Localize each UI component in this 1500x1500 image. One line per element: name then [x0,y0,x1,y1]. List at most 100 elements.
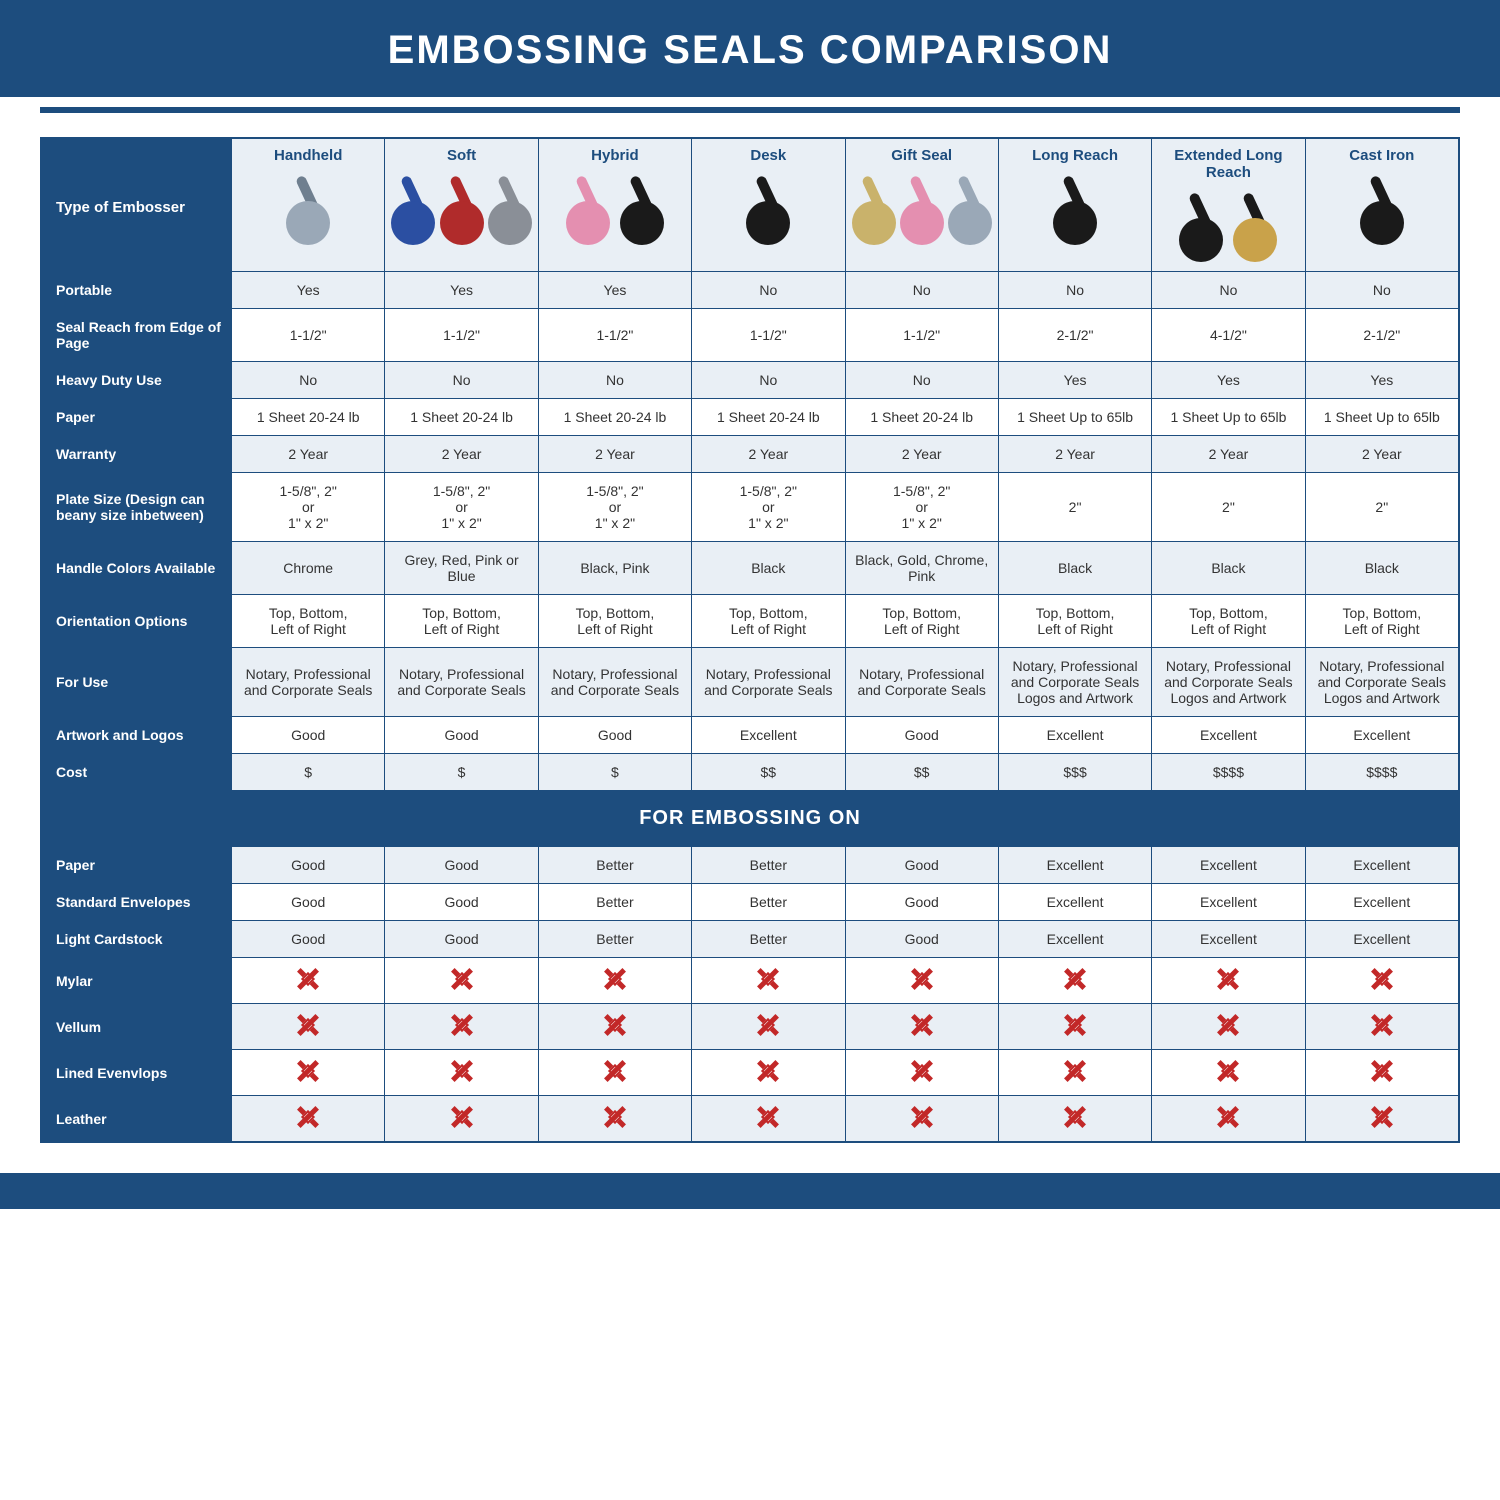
comparison-table-wrap: Type of EmbosserHandheldSoftHybridDeskGi… [40,137,1460,1143]
cell: 2" [998,473,1151,542]
row-label: Paper [42,847,232,884]
cell: Black [998,542,1151,595]
cell: Grey, Red, Pink or Blue [385,542,538,595]
row-label: Mylar [42,958,232,1004]
cell [1305,1050,1458,1096]
cell: Top, Bottom,Left of Right [845,595,998,648]
cell [998,1096,1151,1142]
column-header-desk: Desk [692,139,845,272]
embosser-icon [743,175,793,245]
cell: Notary, Professional and Corporate Seals [538,648,691,717]
not-supported-icon [1371,1106,1393,1128]
cell [538,1096,691,1142]
cell [998,1050,1151,1096]
cell: No [1152,272,1305,309]
cell: 1 Sheet 20-24 lb [692,399,845,436]
product-icon-group [1158,187,1298,267]
product-icon-group [852,170,992,250]
cell: Excellent [1305,717,1458,754]
cell [1152,1050,1305,1096]
cell: Notary, Professional and Corporate Seals [385,648,538,717]
cell [232,1050,385,1096]
product-icon-group [1005,170,1145,250]
cell [538,1004,691,1050]
product-icon-group [1312,170,1452,250]
table-row: For UseNotary, Professional and Corporat… [42,648,1459,717]
cell: 2" [1305,473,1458,542]
title-underline [40,107,1460,113]
not-supported-icon [1217,968,1239,990]
cell: Top, Bottom,Left of Right [692,595,845,648]
comparison-table: Type of EmbosserHandheldSoftHybridDeskGi… [41,138,1459,1142]
cell: Excellent [1305,884,1458,921]
row-label: Standard Envelopes [42,884,232,921]
cell: Good [385,847,538,884]
table-row: Artwork and LogosGoodGoodGoodExcellentGo… [42,717,1459,754]
row-label: Warranty [42,436,232,473]
cell [845,1004,998,1050]
table-row: Lined Evenvlops [42,1050,1459,1096]
embosser-icon [900,175,944,245]
cell: 1 Sheet Up to 65lb [998,399,1151,436]
cell: Good [232,847,385,884]
table-row: Warranty2 Year2 Year2 Year2 Year2 Year2 … [42,436,1459,473]
not-supported-icon [911,968,933,990]
column-label: Soft [391,147,531,164]
cell [692,1050,845,1096]
section-heading: FOR EMBOSSING ON [42,791,1459,847]
cell [845,1050,998,1096]
cell: 2" [1152,473,1305,542]
cell: Top, Bottom,Left of Right [1152,595,1305,648]
cell: Good [845,884,998,921]
cell: 2 Year [998,436,1151,473]
cell: Chrome [232,542,385,595]
cell: 1-5/8", 2"or1" x 2" [538,473,691,542]
cell: No [692,272,845,309]
cell: Excellent [998,717,1151,754]
cell [692,1096,845,1142]
not-supported-icon [757,968,779,990]
not-supported-icon [1064,968,1086,990]
row-label: Portable [42,272,232,309]
cell [385,1096,538,1142]
not-supported-icon [1371,1060,1393,1082]
row-label: Heavy Duty Use [42,362,232,399]
table-row: Mylar [42,958,1459,1004]
row-label: Vellum [42,1004,232,1050]
not-supported-icon [1217,1014,1239,1036]
cell: Yes [232,272,385,309]
not-supported-icon [451,1106,473,1128]
cell: Top, Bottom,Left of Right [538,595,691,648]
embosser-icon [852,175,896,245]
cell: Better [538,921,691,958]
cell: Black, Gold, Chrome, Pink [845,542,998,595]
cell: Excellent [998,884,1151,921]
cell: Yes [998,362,1151,399]
column-header-soft: Soft [385,139,538,272]
cell: Good [845,921,998,958]
cell: No [845,272,998,309]
table-row: Handle Colors AvailableChromeGrey, Red, … [42,542,1459,595]
table-row: Cost$$$$$$$$$$$$$$$$$$ [42,754,1459,791]
embosser-icon [440,175,484,245]
cell: 1-1/2" [845,309,998,362]
column-label: Cast Iron [1312,147,1452,164]
cell: 2-1/2" [1305,309,1458,362]
embosser-icon [948,175,992,245]
cell: Top, Bottom,Left of Right [232,595,385,648]
cell: Excellent [692,717,845,754]
cell: 1 Sheet 20-24 lb [232,399,385,436]
column-label: Desk [698,147,838,164]
cell: Better [692,884,845,921]
footer-band [0,1173,1500,1209]
cell: 4-1/2" [1152,309,1305,362]
table-row: Light CardstockGoodGoodBetterBetterGoodE… [42,921,1459,958]
row-label: Seal Reach from Edge of Page [42,309,232,362]
cell: 1-5/8", 2"or1" x 2" [845,473,998,542]
cell: Good [232,717,385,754]
cell: Yes [1305,362,1458,399]
cell: 2 Year [1305,436,1458,473]
cell: $ [385,754,538,791]
cell: 1-1/2" [538,309,691,362]
cell: No [232,362,385,399]
